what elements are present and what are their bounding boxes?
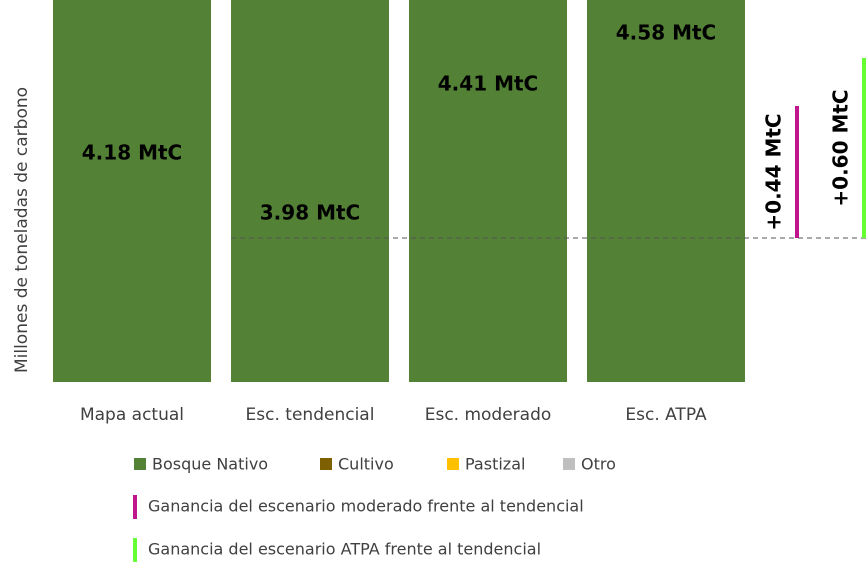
total-label: 4.41 MtC: [438, 72, 538, 96]
total-label: 3.98 MtC: [260, 201, 360, 225]
legend-label: Bosque Nativo: [152, 455, 268, 474]
gain-label: +0.60 MtC: [829, 89, 853, 206]
x-tick-label: Esc. ATPA: [625, 405, 707, 425]
y-axis-label: Millones de toneladas de carbono: [12, 87, 32, 373]
gain-bar: [862, 58, 866, 238]
legend-label: Ganancia del escenario ATPA frente al te…: [148, 540, 541, 559]
x-tick-label: Esc. moderado: [425, 405, 552, 425]
gain-label: +0.44 MtC: [762, 113, 786, 230]
gain-bar: [795, 106, 799, 238]
legend-swatch: [447, 458, 459, 470]
bar-segment: [53, 0, 211, 382]
legend-swatch: [320, 458, 332, 470]
x-tick-label: Mapa actual: [80, 405, 184, 425]
bar-segment: [409, 0, 567, 382]
legend-swatch: [133, 495, 137, 519]
legend-swatch: [563, 458, 575, 470]
bar-segment: [587, 0, 745, 382]
bar-segment: [231, 0, 389, 382]
legend-swatch: [134, 458, 146, 470]
total-label: 4.18 MtC: [82, 141, 182, 165]
total-label: 4.58 MtC: [616, 21, 716, 45]
legend-label: Ganancia del escenario moderado frente a…: [148, 497, 584, 516]
legend-label: Otro: [581, 455, 616, 474]
legend-swatch: [133, 538, 137, 562]
legend-label: Pastizal: [465, 455, 525, 474]
legend-label: Cultivo: [338, 455, 394, 474]
x-tick-label: Esc. tendencial: [246, 405, 375, 425]
